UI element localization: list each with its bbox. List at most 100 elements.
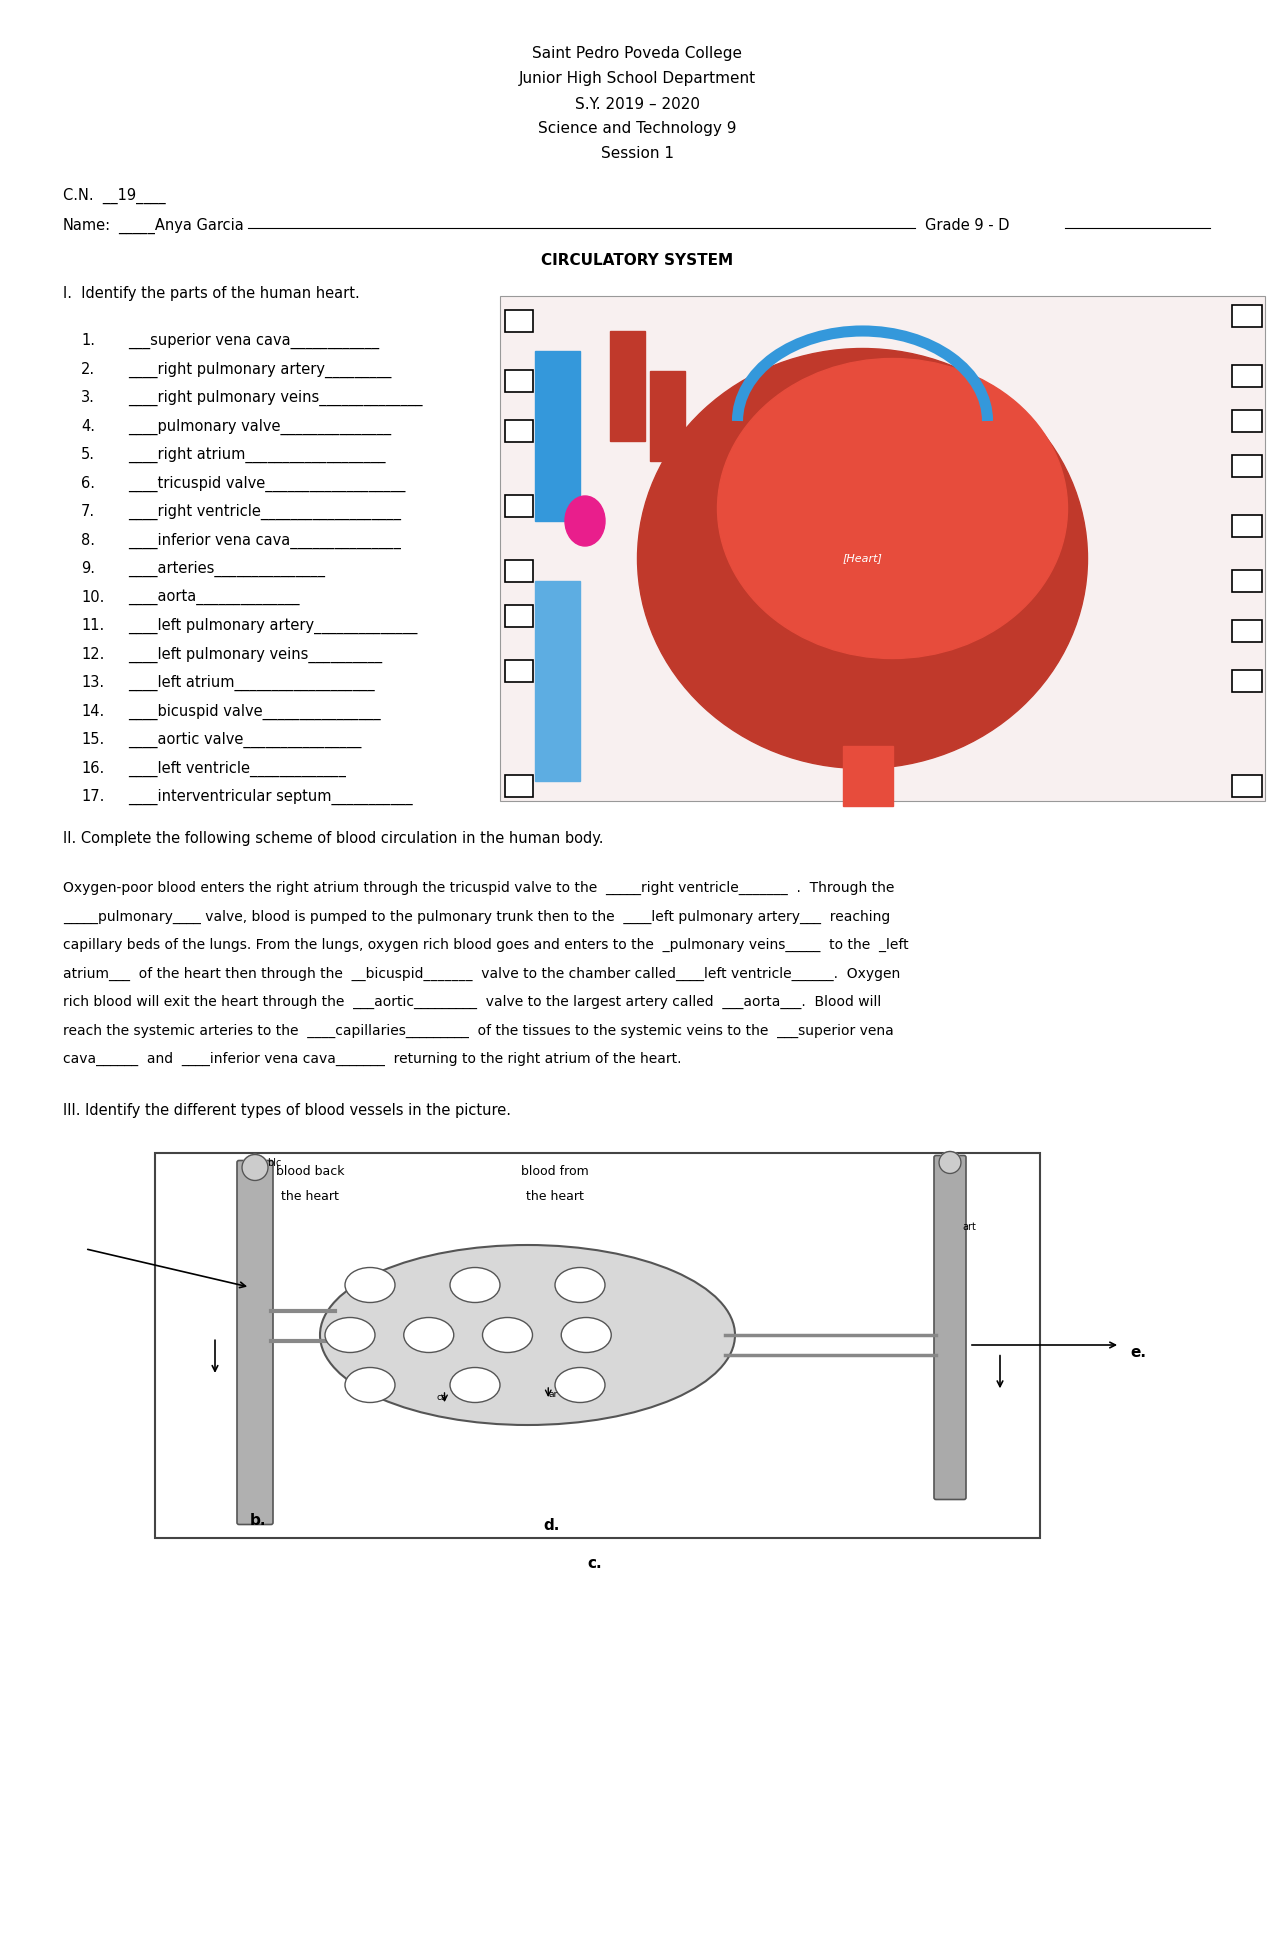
Text: 16: 16 <box>1241 671 1255 683</box>
Text: Session 1: Session 1 <box>601 146 674 162</box>
Bar <box>505 605 533 626</box>
Text: 1.: 1. <box>82 334 96 347</box>
Text: 9: 9 <box>1243 306 1251 316</box>
Text: III. Identify the different types of blood vessels in the picture.: III. Identify the different types of blo… <box>62 1102 511 1118</box>
Text: 9.: 9. <box>82 562 96 576</box>
FancyBboxPatch shape <box>237 1161 273 1524</box>
Text: ____right ventricle___________________: ____right ventricle___________________ <box>128 503 402 521</box>
Text: atrium___  of the heart then through the  __bicuspid_______  valve to the chambe: atrium___ of the heart then through the … <box>62 966 900 981</box>
Bar <box>1232 365 1262 386</box>
Bar <box>536 351 580 521</box>
Text: II. Complete the following scheme of blood circulation in the human body.: II. Complete the following scheme of blo… <box>62 831 603 847</box>
Text: 13.: 13. <box>82 675 105 691</box>
Ellipse shape <box>561 1317 611 1352</box>
Text: S.Y. 2019 – 2020: S.Y. 2019 – 2020 <box>575 98 700 111</box>
Bar <box>1232 620 1262 642</box>
Ellipse shape <box>555 1368 606 1403</box>
Text: I.  Identify the parts of the human heart.: I. Identify the parts of the human heart… <box>62 287 360 300</box>
Text: ____interventricular septum___________: ____interventricular septum___________ <box>128 788 413 806</box>
Text: reach the systemic arteries to the  ____capillaries_________  of the tissues to : reach the systemic arteries to the ____c… <box>62 1024 894 1038</box>
Bar <box>505 659 533 683</box>
Bar <box>505 310 533 332</box>
Text: _____Anya Garcia: _____Anya Garcia <box>119 219 244 234</box>
Ellipse shape <box>565 496 606 546</box>
Text: capillary beds of the lungs. From the lungs, oxygen rich blood goes and enters t: capillary beds of the lungs. From the lu… <box>62 938 909 952</box>
Text: cava______  and  ____inferior vena cava_______  returning to the right atrium of: cava______ and ____inferior vena cava___… <box>62 1052 682 1065</box>
Text: ar: ar <box>548 1389 557 1399</box>
Text: the heart: the heart <box>280 1190 339 1202</box>
Text: [Heart]: [Heart] <box>843 554 882 564</box>
Text: 12: 12 <box>1239 457 1255 466</box>
Text: 17: 17 <box>1239 776 1255 786</box>
Bar <box>843 745 892 806</box>
Bar <box>650 371 685 460</box>
Text: Saint Pedro Poveda College: Saint Pedro Poveda College <box>533 47 742 60</box>
Bar <box>500 297 1265 802</box>
Text: 7.: 7. <box>82 503 96 519</box>
Ellipse shape <box>450 1268 500 1303</box>
Text: e.: e. <box>1130 1344 1146 1360</box>
Text: ____right pulmonary veins______________: ____right pulmonary veins______________ <box>128 390 422 406</box>
Ellipse shape <box>320 1245 734 1424</box>
Text: 17.: 17. <box>82 788 105 804</box>
Text: 10.: 10. <box>82 589 105 605</box>
Text: 3: 3 <box>515 421 523 431</box>
Ellipse shape <box>325 1317 375 1352</box>
Ellipse shape <box>346 1368 395 1403</box>
Ellipse shape <box>638 349 1088 769</box>
Text: 1: 1 <box>515 312 523 322</box>
Text: 6: 6 <box>515 607 523 617</box>
Bar <box>505 775 533 798</box>
Text: ____arteries_______________: ____arteries_______________ <box>128 562 325 577</box>
Text: 5: 5 <box>515 562 523 572</box>
Text: 16.: 16. <box>82 761 105 775</box>
Ellipse shape <box>404 1317 454 1352</box>
Bar <box>609 332 645 441</box>
Ellipse shape <box>482 1317 533 1352</box>
Text: ____inferior vena cava_______________: ____inferior vena cava_______________ <box>128 533 400 548</box>
Text: Name:: Name: <box>62 219 111 232</box>
Bar <box>536 581 580 780</box>
Text: ____left pulmonary veins__________: ____left pulmonary veins__________ <box>128 646 382 663</box>
Bar <box>505 419 533 443</box>
Text: 8: 8 <box>515 776 523 786</box>
Bar <box>505 371 533 392</box>
Bar <box>1232 515 1262 537</box>
Text: the heart: the heart <box>527 1190 584 1202</box>
Ellipse shape <box>555 1268 606 1303</box>
Bar <box>156 1153 1040 1537</box>
Text: CIRCULATORY SYSTEM: CIRCULATORY SYSTEM <box>542 254 733 267</box>
Text: 7: 7 <box>515 661 523 671</box>
Text: 11: 11 <box>1241 412 1255 421</box>
Text: 3.: 3. <box>82 390 94 406</box>
Text: 11.: 11. <box>82 618 105 632</box>
Text: 14: 14 <box>1239 572 1255 581</box>
Text: rich blood will exit the heart through the  ___aortic_________  valve to the lar: rich blood will exit the heart through t… <box>62 995 881 1009</box>
Bar <box>1232 669 1262 693</box>
Text: ____left atrium___________________: ____left atrium___________________ <box>128 675 375 691</box>
Text: d.: d. <box>543 1518 560 1532</box>
Text: b.: b. <box>250 1512 266 1528</box>
Text: Oxygen-poor blood enters the right atrium through the tricuspid valve to the  __: Oxygen-poor blood enters the right atriu… <box>62 882 894 896</box>
Text: ca: ca <box>436 1393 446 1403</box>
Text: blc: blc <box>266 1157 282 1167</box>
Text: ____tricuspid valve___________________: ____tricuspid valve___________________ <box>128 476 405 492</box>
Text: art: art <box>963 1221 975 1231</box>
Text: ____aorta______________: ____aorta______________ <box>128 589 300 605</box>
Ellipse shape <box>718 359 1067 659</box>
Text: ____aortic valve________________: ____aortic valve________________ <box>128 732 361 747</box>
Text: Science and Technology 9: Science and Technology 9 <box>538 121 737 137</box>
Text: 15.: 15. <box>82 732 105 747</box>
Text: _____pulmonary____ valve, blood is pumped to the pulmonary trunk then to the  __: _____pulmonary____ valve, blood is pumpe… <box>62 909 890 923</box>
Text: ____pulmonary valve_______________: ____pulmonary valve_______________ <box>128 419 391 435</box>
Text: 10: 10 <box>1241 367 1255 377</box>
Text: 5.: 5. <box>82 447 96 462</box>
Ellipse shape <box>346 1268 395 1303</box>
Text: 13: 13 <box>1241 517 1255 527</box>
Text: ____left pulmonary artery______________: ____left pulmonary artery______________ <box>128 618 417 634</box>
Bar <box>1232 775 1262 798</box>
Text: 2.: 2. <box>82 361 96 377</box>
Text: ____bicuspid valve________________: ____bicuspid valve________________ <box>128 704 381 720</box>
FancyBboxPatch shape <box>935 1155 966 1500</box>
Bar <box>1232 410 1262 431</box>
